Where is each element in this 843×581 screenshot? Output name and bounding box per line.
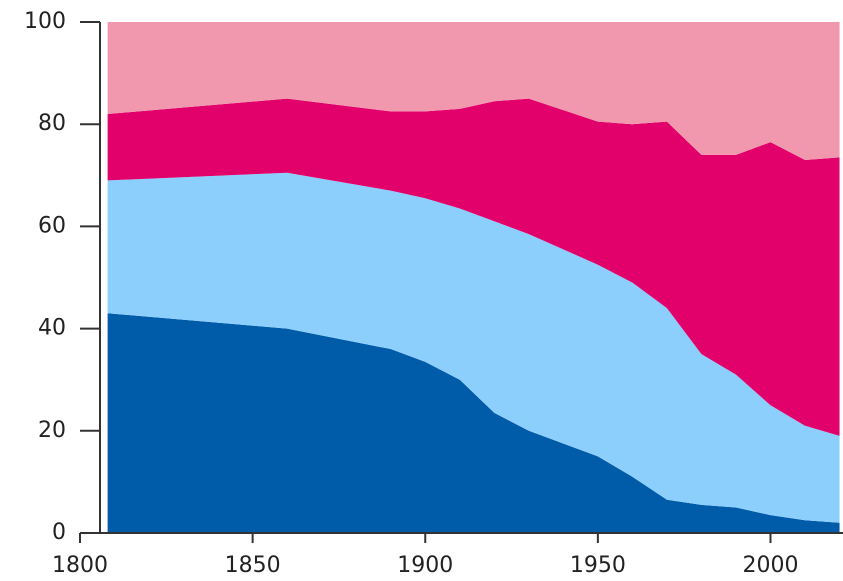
x-tick-label: 1800 bbox=[52, 553, 108, 578]
y-tick-label: 20 bbox=[38, 418, 66, 443]
x-tick-label: 1950 bbox=[570, 553, 626, 578]
x-tick-label: 1900 bbox=[397, 553, 453, 578]
y-tick-label: 0 bbox=[52, 520, 66, 545]
y-tick-label: 60 bbox=[38, 213, 66, 238]
y-tick-label: 100 bbox=[24, 9, 66, 34]
area bbox=[107, 98, 840, 436]
x-tick-label: 2000 bbox=[742, 553, 798, 578]
area bbox=[107, 313, 840, 533]
area bbox=[107, 22, 840, 160]
area bbox=[107, 172, 840, 523]
x-tick-label: 1850 bbox=[225, 553, 281, 578]
y-tick-label: 40 bbox=[38, 316, 66, 341]
y-tick-label: 80 bbox=[38, 111, 66, 136]
